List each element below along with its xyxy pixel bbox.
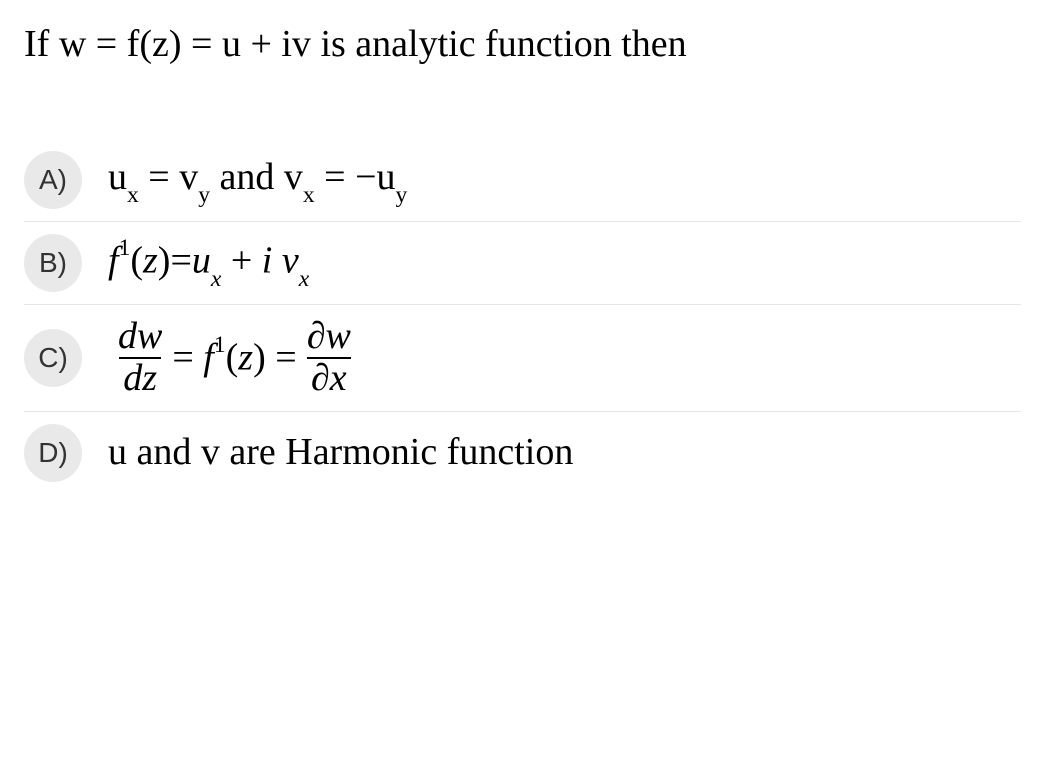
question-expression: w = f(z) = u + iv	[59, 23, 311, 65]
option-b-text: f1(z)=ux + i vx	[108, 238, 309, 289]
question-text: If w = f(z) = u + iv is analytic functio…	[24, 20, 1021, 69]
option-content-a: ux = vy and vx = −uy	[108, 155, 407, 205]
option-label-a: A)	[24, 151, 82, 209]
option-label-d: D)	[24, 424, 82, 482]
fraction-partial: ∂w ∂x	[303, 317, 355, 399]
frac-num: ∂w	[303, 317, 355, 357]
options-list: A) ux = vy and vx = −uy B) f1(z)=ux + i …	[24, 139, 1021, 494]
option-content-c: dw dz = f1(z) = ∂w ∂x	[108, 317, 361, 399]
frac-den: ∂x	[307, 357, 351, 399]
option-content-d: u and v are Harmonic function	[108, 430, 573, 476]
frac-den: dz	[119, 357, 161, 399]
option-d[interactable]: D) u and v are Harmonic function	[24, 412, 1021, 494]
option-content-b: f1(z)=ux + i vx	[108, 238, 309, 289]
question-suffix: is analytic function then	[311, 23, 687, 65]
option-d-text: u and v are Harmonic function	[108, 430, 573, 476]
option-label-c: C)	[24, 329, 82, 387]
question-prefix: If	[24, 23, 59, 65]
option-b[interactable]: B) f1(z)=ux + i vx	[24, 222, 1021, 304]
fraction-dwdz: dw dz	[114, 317, 166, 399]
option-a[interactable]: A) ux = vy and vx = −uy	[24, 139, 1021, 221]
option-label-b: B)	[24, 234, 82, 292]
option-c-mid: = f1(z) =	[172, 335, 296, 381]
option-a-text: ux = vy and vx = −uy	[108, 155, 407, 205]
option-c[interactable]: C) dw dz = f1(z) = ∂w ∂x	[24, 305, 1021, 411]
frac-num: dw	[114, 317, 166, 357]
